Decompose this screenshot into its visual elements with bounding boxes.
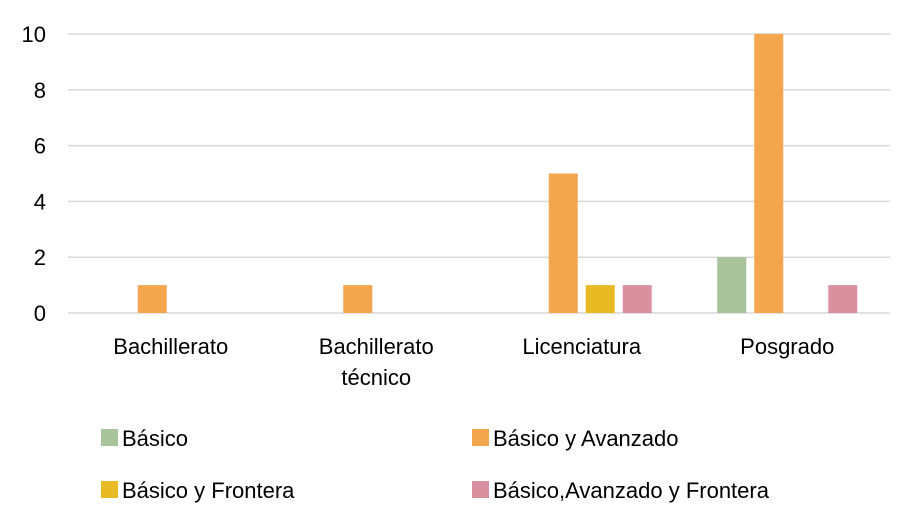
- bar: [754, 34, 784, 313]
- category-label: Licenciatura: [522, 334, 641, 359]
- y-tick-label: 8: [34, 78, 46, 103]
- bars: [137, 34, 858, 313]
- legend-swatch: [101, 481, 118, 498]
- gridlines: [68, 33, 890, 314]
- y-tick-label: 2: [34, 245, 46, 270]
- bar: [828, 285, 858, 313]
- y-tick-label: 4: [34, 189, 46, 214]
- bar: [137, 285, 167, 313]
- category-label: Bachillerato: [113, 334, 228, 359]
- legend: Básico Básico y Avanzado Básico y Frontera…: [101, 426, 770, 503]
- y-tick-label: 6: [34, 134, 46, 159]
- category-label: Bachillerato: [319, 334, 434, 359]
- y-axis-ticks: 0 2 4 6 8 10: [22, 22, 46, 326]
- legend-label: Básico y Frontera: [122, 478, 295, 503]
- bar: [585, 285, 615, 313]
- bar: [717, 257, 747, 313]
- bar: [622, 285, 652, 313]
- bar: [548, 173, 578, 313]
- y-tick-label: 0: [34, 301, 46, 326]
- legend-label: Básico,Avanzado y Frontera: [493, 478, 770, 503]
- legend-swatch: [472, 481, 489, 498]
- x-axis-categories: Bachillerato Bachillerato técnico Licenciat…: [113, 334, 834, 390]
- category-label: técnico: [341, 365, 411, 390]
- y-tick-label: 10: [22, 22, 46, 47]
- legend-label: Básico y Avanzado: [493, 426, 679, 451]
- bar: [343, 285, 373, 313]
- category-label: Posgrado: [740, 334, 834, 359]
- legend-label: Básico: [122, 426, 188, 451]
- legend-swatch: [472, 429, 489, 446]
- legend-swatch: [101, 429, 118, 446]
